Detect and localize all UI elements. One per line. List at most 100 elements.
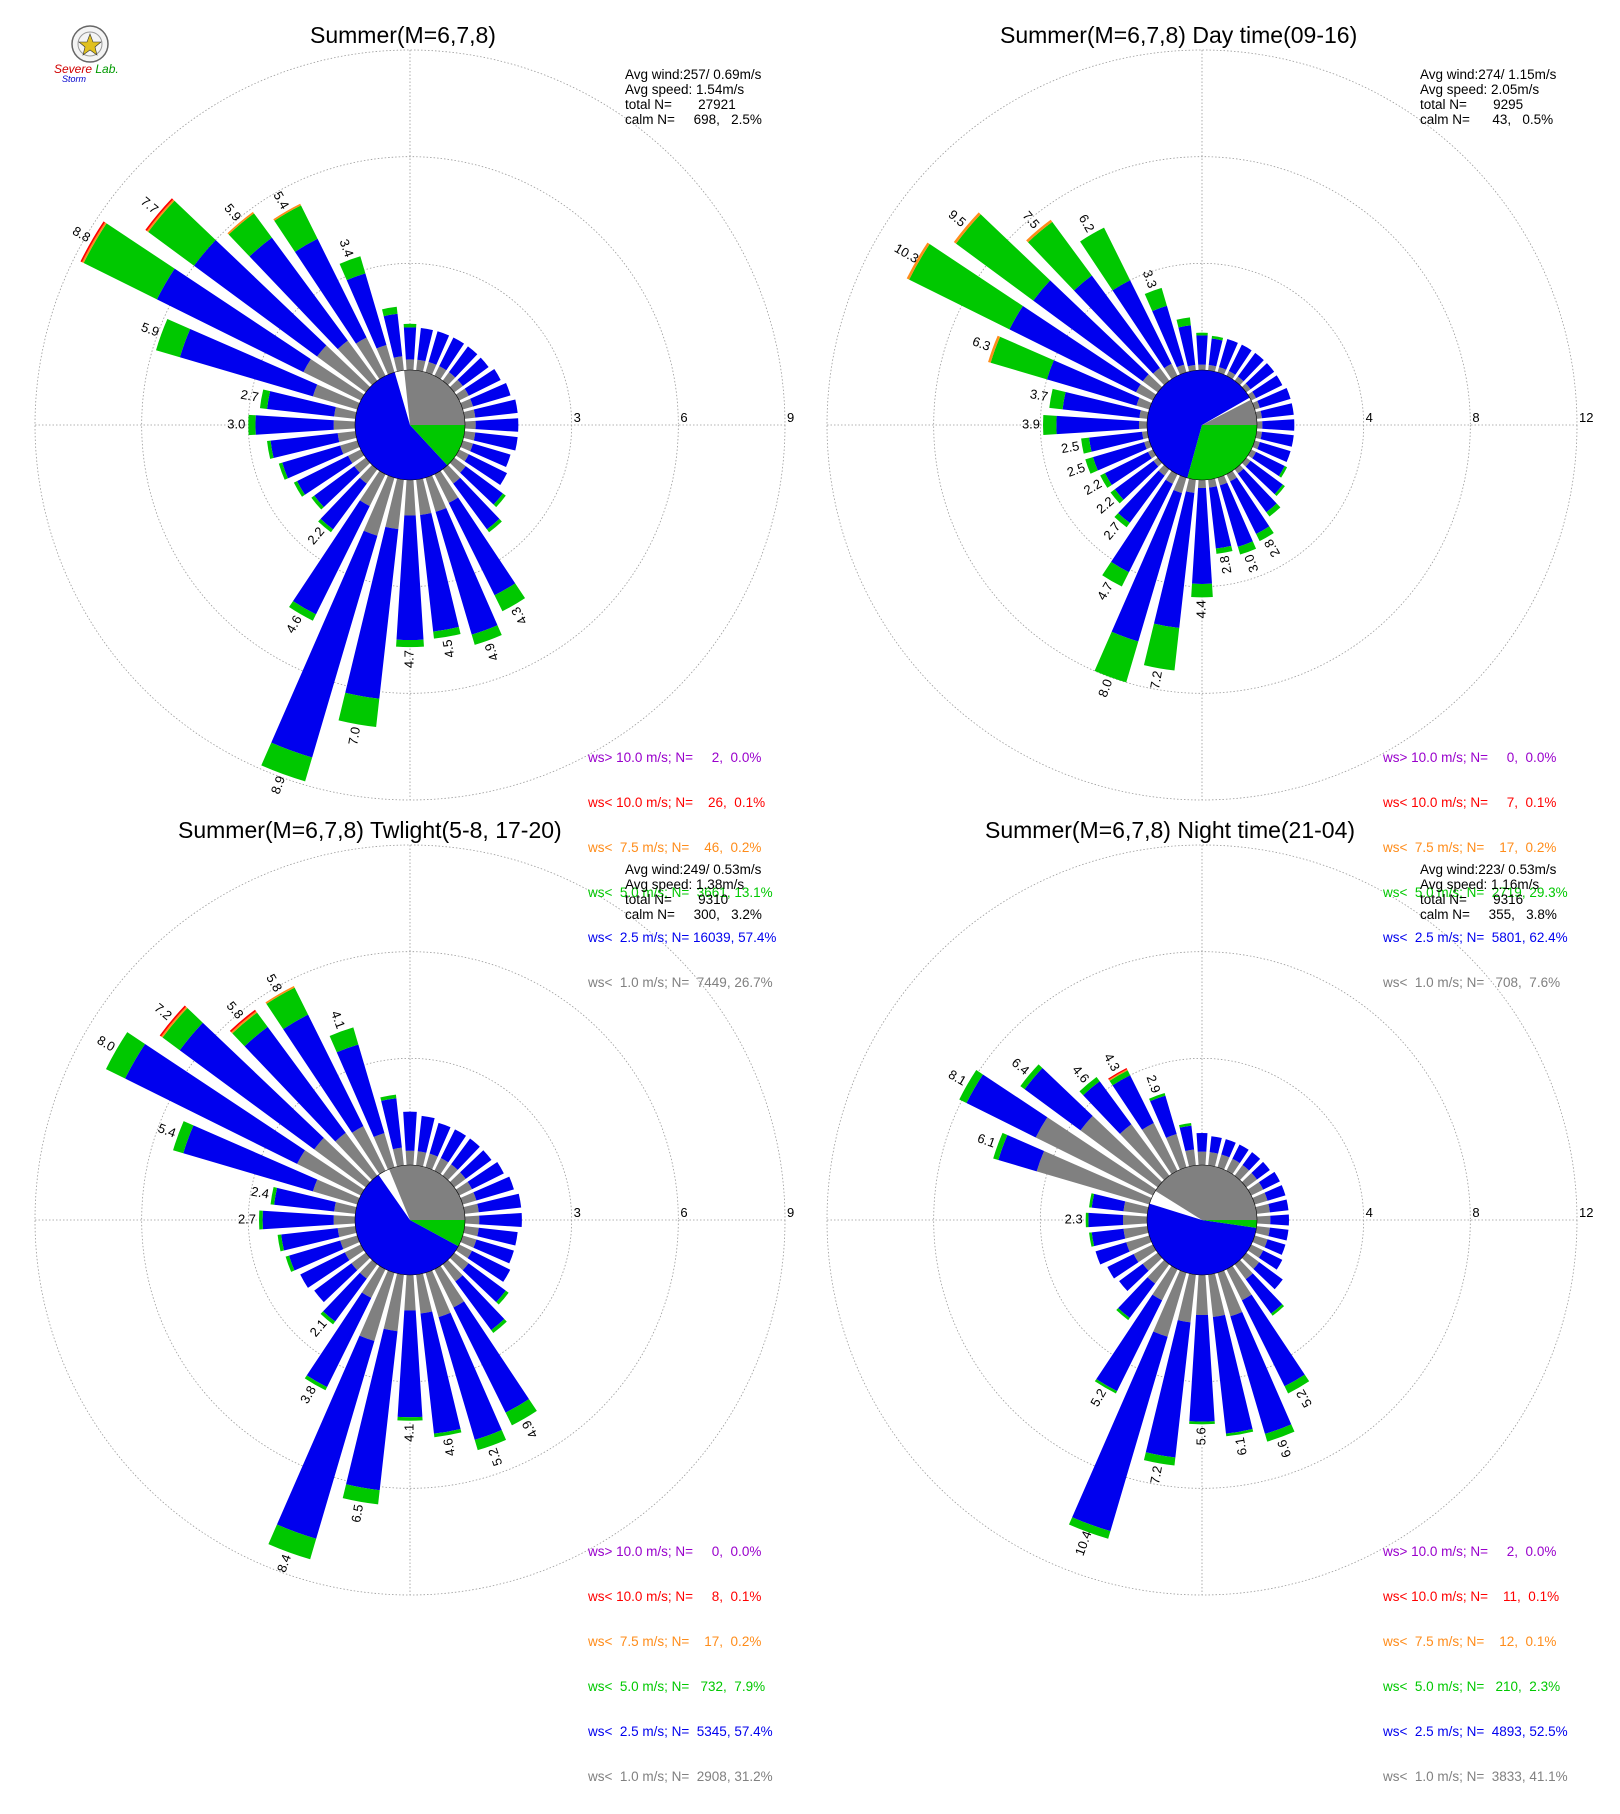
- legend-item: ws< 1.0 m/s; N= 3833, 41.1%: [1383, 1769, 1568, 1784]
- panel-2-petal-350-seg-0: [392, 1147, 404, 1167]
- panel-3-petal-label: 7.2: [1147, 1465, 1165, 1485]
- panel-2-petal-300-seg-1: [125, 1043, 305, 1164]
- panel-2-petal-280-seg-2: [270, 1187, 278, 1205]
- panel-3-petal-260-seg-2: [1089, 1232, 1095, 1247]
- panel-1-petal-130-seg-2: [1274, 484, 1285, 497]
- panel-3-petal-330-seg-1: [1112, 1075, 1154, 1130]
- panel-1-legend: ws> 10.0 m/s; N= 0, 0.0% ws< 10.0 m/s; N…: [1383, 720, 1568, 1020]
- panel-3-petal-300-seg-2: [959, 1070, 983, 1104]
- panel-1-petal-label: 2.5: [1065, 460, 1087, 480]
- panel-1-petal-160-seg-1: [1219, 482, 1253, 547]
- panel-3-petal-210-seg-2: [1094, 1379, 1118, 1394]
- panel-3-petal-150-seg-2: [1284, 1374, 1310, 1394]
- panel-2-petal-200-seg-0: [359, 1270, 395, 1341]
- panel-0-petal-260-seg-0: [337, 431, 357, 443]
- panel-1-calm-n: calm N= 43, 0.5%: [1420, 112, 1554, 127]
- panel-2-petal-270-seg-0: [333, 1215, 356, 1225]
- panel-2-petal-340-seg-2: [329, 1027, 359, 1053]
- panel-2-petal-330-seg-1: [283, 1014, 364, 1133]
- panel-3-ring-label: 8: [1472, 1205, 1479, 1220]
- panel-0-pie-gray: [404, 370, 465, 425]
- panel-1-petal-170-seg-1: [1209, 486, 1232, 549]
- panel-3-petal-260-seg-1: [1091, 1228, 1126, 1247]
- panel-0-petal-240-seg-2: [293, 481, 305, 497]
- panel-0-petal-0-seg-0: [405, 359, 415, 371]
- panel-0-petal-60-seg-0: [455, 388, 469, 401]
- panel-1-petal-270-seg-0: [1139, 421, 1148, 429]
- panel-2-petal-120-seg-0: [455, 1244, 473, 1259]
- panel-2-petal-label: 8.4: [274, 1552, 294, 1574]
- panel-3-petal-280-seg-2: [1089, 1193, 1095, 1208]
- legend-item: ws< 7.5 m/s; N= 17, 0.2%: [588, 1634, 762, 1649]
- panel-0-petal-220-seg-1: [320, 477, 367, 530]
- panel-3-petal-100-seg-1: [1268, 1227, 1289, 1241]
- logo-text-lab: Lab.: [95, 62, 119, 76]
- panel-3-petal-label: 5.2: [1087, 1386, 1109, 1409]
- panel-0-petal-210-seg-1: [292, 500, 370, 615]
- panel-2-petal-160-seg-0: [425, 1270, 451, 1318]
- panel-0-petal-330-seg-2: [274, 205, 318, 252]
- panel-1-petal-240-seg-0: [1147, 449, 1157, 459]
- panel-2-petal-140-seg-1: [455, 1275, 505, 1331]
- panel-3-petal-310-seg-1: [1024, 1068, 1093, 1131]
- legend-item: ws< 7.5 m/s; N= 46, 0.2%: [588, 840, 762, 855]
- panel-2-petal-320-seg-2: [232, 1012, 268, 1047]
- panel-1-petal-230-seg-1: [1114, 460, 1159, 500]
- panel-0-petal-50-seg-1: [457, 357, 489, 387]
- panel-2-petal-160-seg-1: [438, 1312, 502, 1440]
- panel-2-petal-320-seg-0: [335, 1132, 378, 1181]
- legend-item: ws< 2.5 m/s; N= 4893, 52.5%: [1383, 1724, 1568, 1739]
- panel-3-pie-green: [1202, 1220, 1257, 1228]
- panel-3-petal-170-seg-0: [1208, 1273, 1225, 1318]
- panel-2-petal-10-seg-1: [417, 1115, 435, 1153]
- panel-0-petal-320-seg-0: [337, 340, 378, 386]
- panel-0-petal-300-seg-1: [156, 268, 311, 373]
- panel-2-petal-40-seg-0: [442, 1164, 458, 1181]
- panel-3-petal-330-seg-4: [1108, 1068, 1128, 1080]
- panel-0-petal-10-seg-1: [417, 327, 433, 362]
- panel-1-petal-310-seg-1: [1033, 280, 1149, 382]
- panel-3-avg-wind: Avg wind:223/ 0.53m/s: [1420, 862, 1557, 877]
- panel-3-petal-130-seg-1: [1253, 1262, 1283, 1290]
- panel-0-petal-280-seg-0: [334, 407, 357, 419]
- panel-2-stats: Avg wind:249/ 0.53m/s Avg speed: 1.38m/s t…: [625, 862, 762, 922]
- panel-1-petal-label: 6.3: [970, 333, 992, 353]
- panel-0-petal-0-seg-2: [403, 323, 417, 328]
- panel-3-ring: [826, 844, 1578, 1596]
- panel-0-petal-80-seg-0: [463, 409, 476, 419]
- legend-item: ws< 10.0 m/s; N= 7, 0.1%: [1383, 795, 1557, 810]
- panel-0-ring-label: 6: [680, 410, 687, 425]
- panel-2-petal-90-seg-0: [464, 1215, 480, 1225]
- panel-0-petal-350-seg-0: [393, 356, 404, 372]
- panel-3-petal-60-seg-1: [1258, 1171, 1280, 1190]
- panel-3-petal-50-seg-1: [1251, 1161, 1270, 1180]
- panel-3-petal-260-seg-0: [1123, 1226, 1149, 1239]
- panel-1-petal-0-seg-2: [1196, 332, 1208, 336]
- legend-item: ws> 10.0 m/s; N= 2, 0.0%: [1383, 1544, 1557, 1559]
- panel-0-petal-label: 7.7: [138, 194, 161, 217]
- panel-1-petal-210-seg-1: [1111, 479, 1173, 573]
- panel-2-petal-310-seg-3: [161, 1006, 188, 1038]
- panel-2-petal-30-seg-1: [440, 1129, 467, 1163]
- panel-0-petal-label: 7.0: [345, 726, 363, 746]
- panel-3-petal-270-seg-1: [1088, 1212, 1124, 1228]
- panel-2-petal-10-seg-0: [416, 1151, 427, 1167]
- panel-2-petal-290-seg-0: [312, 1179, 360, 1205]
- panel-0-petal-140-seg-2: [486, 518, 502, 533]
- panel-0-petal-310-seg-3: [146, 199, 175, 233]
- legend-item: ws> 10.0 m/s; N= 0, 0.0%: [588, 1544, 762, 1559]
- panel-0-petal-30-seg-0: [434, 366, 447, 380]
- panel-2-petal-40-seg-1: [451, 1138, 480, 1170]
- panel-3-petal-110-seg-0: [1252, 1235, 1268, 1248]
- panel-1-petal-140-seg-1: [1237, 468, 1277, 513]
- panel-1-petal-350-seg-2: [1176, 317, 1191, 328]
- panel-3-petal-label: 2.9: [1143, 1073, 1163, 1095]
- panel-3-petal-100-seg-0: [1255, 1226, 1270, 1237]
- panel-1-petal-320-seg-3: [1026, 219, 1053, 243]
- panel-1-petal-90-seg-0: [1256, 421, 1263, 429]
- panel-1-petal-110-seg-1: [1257, 442, 1291, 462]
- panel-3-legend: ws> 10.0 m/s; N= 2, 0.0% ws< 10.0 m/s; N…: [1383, 1514, 1568, 1814]
- panel-3-petal-10-seg-0: [1208, 1152, 1219, 1167]
- panel-1-petal-310-seg-2: [955, 214, 1051, 301]
- panel-0-petal-label: 5.4: [270, 189, 292, 212]
